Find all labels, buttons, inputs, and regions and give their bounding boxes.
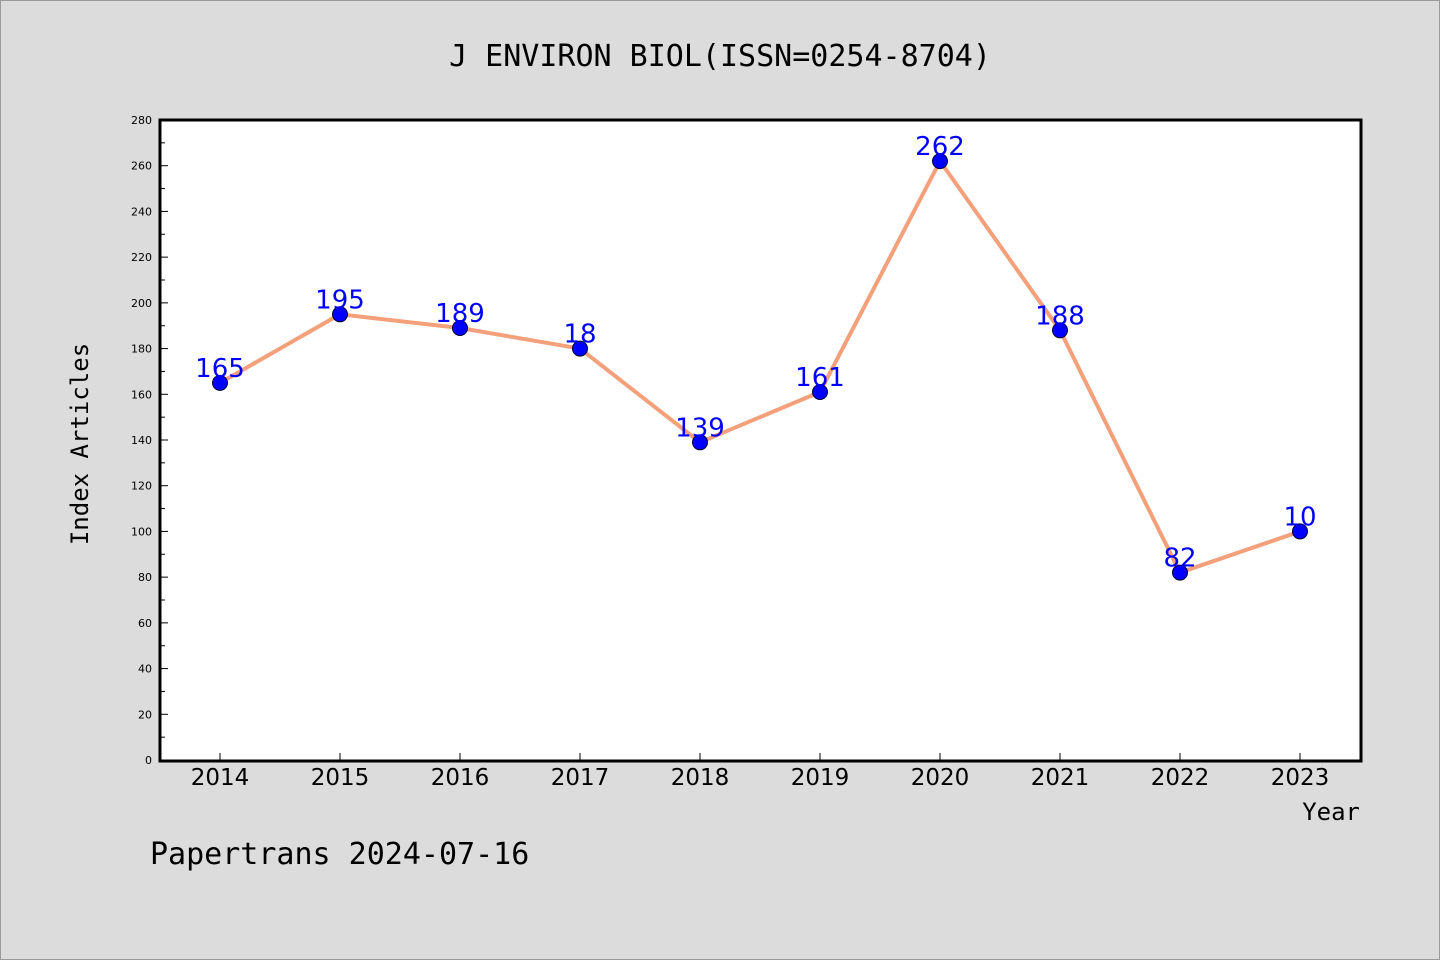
y-tick-label: 140 <box>131 434 152 447</box>
series-line-group <box>218 159 1302 575</box>
x-axis-label: Year <box>1302 798 1360 826</box>
markers-group <box>212 153 1308 581</box>
y-tick-label: 20 <box>138 708 152 721</box>
data-point-marker <box>572 340 588 357</box>
y-tick-label: 240 <box>131 205 152 218</box>
x-tick-label: 2014 <box>191 765 250 791</box>
y-tick-label: 0 <box>145 754 152 767</box>
data-label: 82 <box>1163 544 1196 574</box>
footer-source: Papertrans 2024-07-16 <box>150 837 529 872</box>
y-axis-label: Index Articles <box>66 343 94 545</box>
y-tick-label: 180 <box>131 343 152 356</box>
x-tick-label: 2016 <box>431 765 490 791</box>
y-tick-label: 120 <box>131 480 152 493</box>
x-tick-label: 2017 <box>551 765 610 791</box>
series-line <box>218 159 1302 575</box>
data-label: 189 <box>435 299 485 329</box>
data-point-marker <box>812 384 828 400</box>
y-tick-label: 60 <box>138 617 152 630</box>
data-label: 10 <box>1283 502 1316 532</box>
y-tick-label: 100 <box>131 525 152 538</box>
data-point-marker <box>1292 523 1308 540</box>
x-tick-label: 2022 <box>1151 765 1210 791</box>
data-point-marker <box>692 434 708 451</box>
data-point-marker <box>932 153 948 170</box>
data-label: 188 <box>1035 301 1085 331</box>
x-tick-label: 2015 <box>311 765 370 791</box>
y-tick-label: 80 <box>138 571 152 584</box>
plot-area <box>158 118 1363 763</box>
data-point-marker <box>332 306 348 323</box>
y-tick-label: 160 <box>131 388 152 401</box>
data-label: 262 <box>915 132 965 162</box>
x-tick-label: 2019 <box>791 765 850 791</box>
chart-title: J ENVIRON BIOL(ISSN=0254-8704) <box>449 39 991 74</box>
x-tick-label: 2018 <box>671 765 730 791</box>
y-tick-label: 280 <box>131 114 152 127</box>
data-point-marker <box>212 374 228 391</box>
y-tick-label: 220 <box>131 251 152 264</box>
data-label: 139 <box>675 413 725 443</box>
x-tick-label: 2020 <box>911 765 970 791</box>
data-point-marker <box>452 320 468 336</box>
x-tick-label: 2021 <box>1031 765 1090 791</box>
data-label: 195 <box>315 285 365 315</box>
y-tick-label: 200 <box>131 297 152 310</box>
x-axis: 2014 2015 2016 2017 2018 2019 2020 2021 2022 2023 <box>191 753 1330 791</box>
data-point-marker <box>1052 322 1068 339</box>
data-label: 165 <box>195 354 245 384</box>
data-label: 161 <box>795 363 845 393</box>
data-label: 18 <box>563 320 596 350</box>
x-tick-label: 2023 <box>1271 765 1330 791</box>
y-tick-label: 260 <box>131 160 152 173</box>
y-tick-label: 40 <box>138 663 152 676</box>
y-axis: 0 20 40 60 80 100 120 140 160 180 200 220 240 260 280 <box>131 114 168 767</box>
data-labels-group: 165 195 189 18 139 161 262 188 82 10 <box>195 132 1316 573</box>
data-point-marker <box>1172 564 1188 581</box>
